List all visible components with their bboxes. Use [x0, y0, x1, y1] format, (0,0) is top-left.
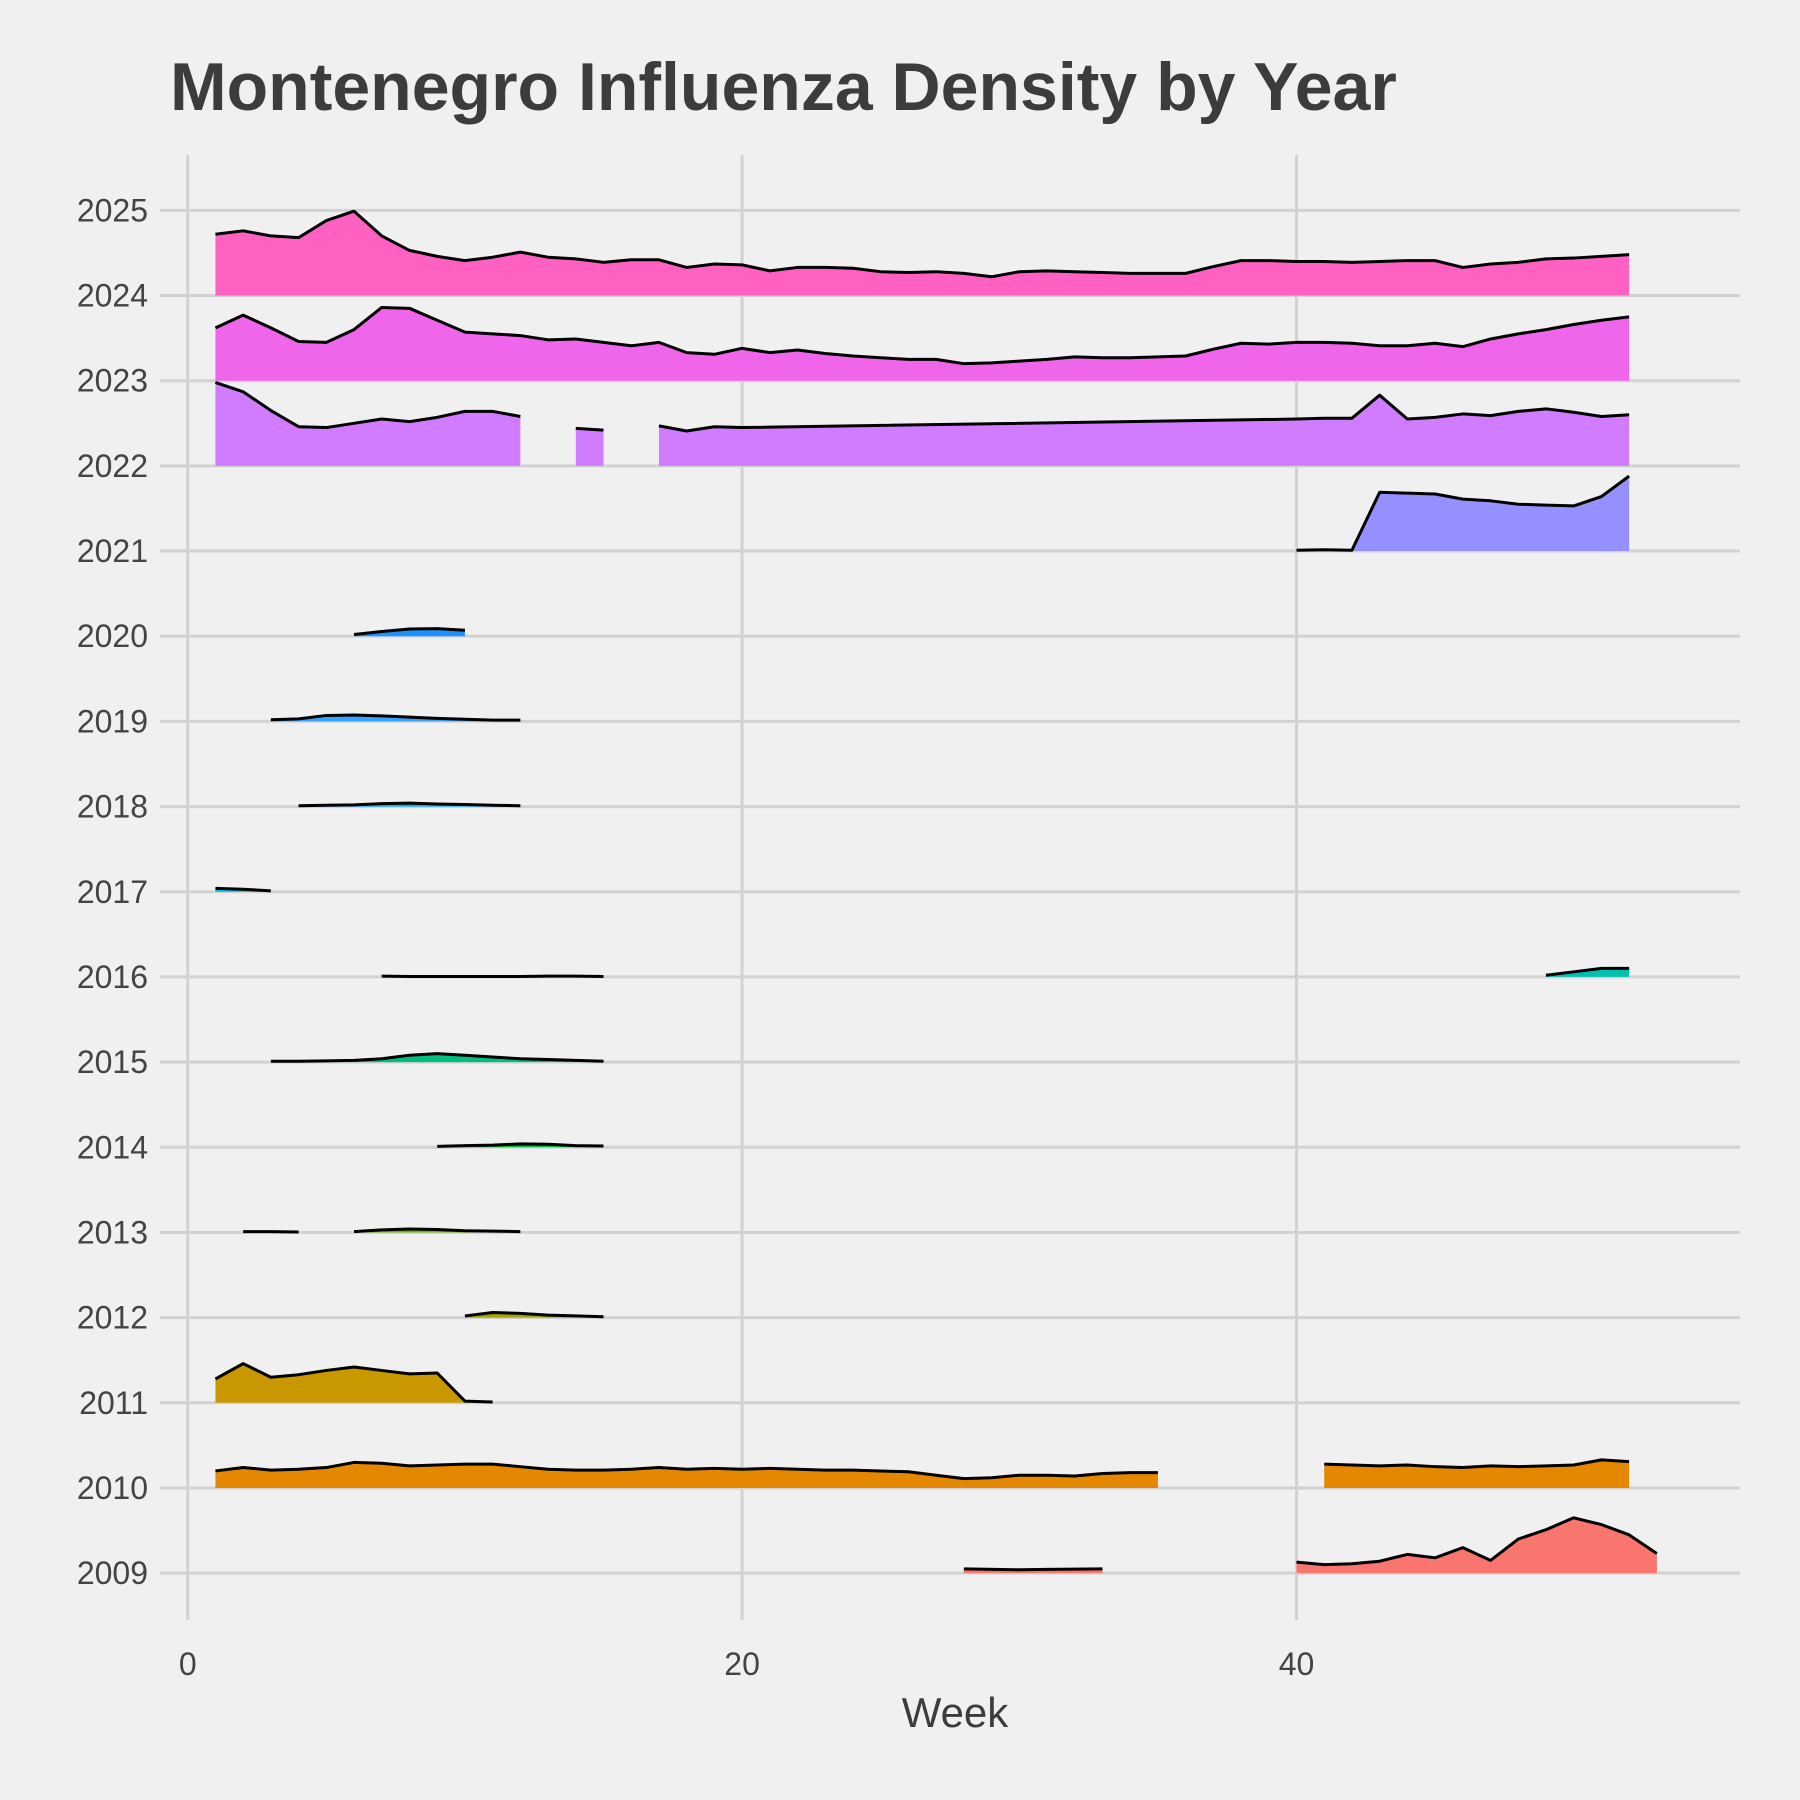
- ridge-2018: [298, 801, 521, 808]
- y-tick-2024: 2024: [77, 278, 148, 314]
- ridge-2019: [270, 713, 521, 722]
- y-tick-2016: 2016: [77, 959, 148, 995]
- ridge-line-2024-0: [215, 209, 1630, 279]
- chart-title: Montenegro Influenza Density by Year: [170, 49, 1397, 125]
- ridge-2010: [215, 1458, 1630, 1488]
- ridge-2023: [214, 305, 1630, 381]
- ridge-line-2014-0: [437, 1142, 604, 1148]
- ridge-line-2010-0: [215, 1460, 1158, 1481]
- y-tick-2009: 2009: [77, 1555, 148, 1591]
- ridge-line-2013-1: [353, 1227, 521, 1234]
- y-tick-2020: 2020: [77, 618, 148, 654]
- y-tick-2025: 2025: [77, 192, 148, 228]
- y-tick-2010: 2010: [77, 1470, 148, 1506]
- ridge-fill-2023-0: [215, 307, 1630, 381]
- series-layer: [214, 209, 1658, 1574]
- y-tick-2023: 2023: [77, 363, 148, 399]
- ridge-fill-2009-1: [1296, 1517, 1657, 1574]
- ridge-fill-2016-1: [1545, 968, 1630, 977]
- ridge-line-2017-0: [215, 886, 271, 893]
- ridge-2013: [243, 1227, 521, 1234]
- y-tick-2021: 2021: [77, 533, 148, 569]
- ridge-line-2018-0: [298, 801, 521, 808]
- ridge-line-2022-1: [575, 426, 604, 432]
- ridge-fill-2010-0: [215, 1462, 1158, 1488]
- y-tick-2011: 2011: [79, 1385, 148, 1421]
- ridge-fill-2020-0: [354, 628, 465, 637]
- y-tick-2018: 2018: [77, 789, 148, 825]
- ridge-fill-2024-0: [215, 211, 1630, 296]
- ridge-line-2023-0: [214, 305, 1630, 366]
- ridge-line-2010-1: [1324, 1458, 1630, 1470]
- ridge-2022: [214, 380, 1630, 466]
- x-tick-20: 20: [724, 1646, 760, 1682]
- ridge-fill-2022-2: [658, 395, 1630, 466]
- ridge-2024: [215, 209, 1630, 296]
- x-tick-40: 40: [1279, 1646, 1315, 1682]
- y-tick-labels: 2009 2010 2011 2012 2013 2014 2015 2016 2017 2018…: [77, 192, 148, 1591]
- ridge-2009: [963, 1516, 1658, 1574]
- y-tick-2014: 2014: [77, 1129, 148, 1165]
- ridge-line-2016-1: [1545, 966, 1630, 977]
- ridge-line-2009-0: [963, 1567, 1103, 1572]
- y-tick-2015: 2015: [77, 1044, 148, 1080]
- ridge-fill-2022-1: [575, 428, 604, 466]
- x-tick-labels: 0 20 40: [179, 1646, 1314, 1682]
- ridge-2020: [353, 627, 466, 637]
- ridge-2017: [215, 886, 271, 893]
- y-tick-2019: 2019: [77, 703, 148, 739]
- ridge-line-2022-0: [214, 380, 521, 430]
- ridge-2016: [381, 966, 1630, 979]
- y-tick-2013: 2013: [77, 1214, 148, 1250]
- ridge-2015: [270, 1052, 604, 1063]
- ridge-line-2015-0: [270, 1052, 604, 1063]
- y-tick-2017: 2017: [77, 874, 148, 910]
- ridge-2014: [437, 1142, 604, 1148]
- ridge-line-2019-0: [270, 713, 521, 722]
- ridge-2012: [464, 1311, 604, 1319]
- ridge-line-2020-0: [353, 627, 466, 637]
- ridge-2021: [1296, 474, 1631, 552]
- ridge-2011: [214, 1362, 493, 1404]
- y-tick-2012: 2012: [77, 1300, 148, 1336]
- ridge-line-2012-0: [464, 1311, 604, 1319]
- ridge-fill-2022-0: [215, 382, 521, 466]
- ridge-line-2011-0: [214, 1362, 493, 1404]
- ridge-line-2009-1: [1296, 1516, 1658, 1567]
- ridge-line-2022-2: [658, 393, 1630, 433]
- ridge-fill-2021-0: [1296, 476, 1630, 552]
- ridge-line-2021-0: [1296, 474, 1631, 552]
- x-tick-0: 0: [179, 1646, 197, 1682]
- y-tick-2022: 2022: [77, 448, 148, 484]
- x-axis-label: Week: [902, 1689, 1010, 1736]
